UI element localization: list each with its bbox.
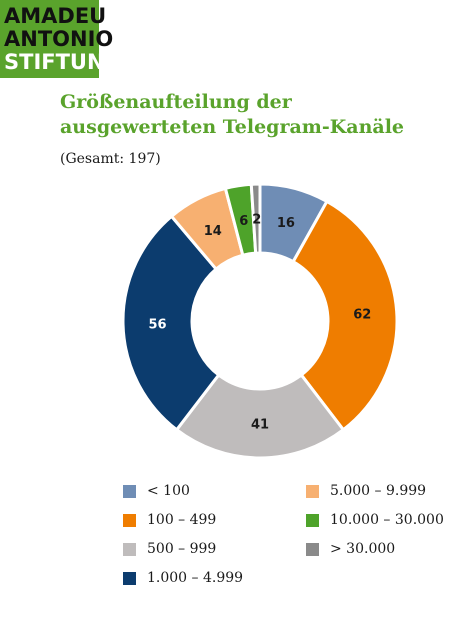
slice-1 — [291, 199, 399, 432]
slice-label-0: 16 — [277, 216, 295, 231]
logo-line-2: ANTONIO — [4, 26, 114, 51]
slice-2 — [174, 372, 346, 460]
amadeu-antonio-logo: AMADEU ANTONIO STIFTUNG — [0, 0, 122, 78]
slice-label-6: 2 — [252, 213, 261, 228]
slice-label-3: 56 — [148, 317, 166, 332]
slice-label-1: 62 — [353, 308, 371, 323]
slice-label-2: 41 — [251, 418, 269, 433]
slice-label-5: 6 — [239, 214, 248, 229]
chart-title: Größenaufteilung der ausgewerteten Teleg… — [60, 91, 405, 138]
logo-line-1: AMADEU — [4, 3, 107, 28]
slice-3 — [121, 214, 221, 432]
logo-line-3: STIFTUNG — [4, 49, 122, 74]
chart-subtitle: (Gesamt: 197) — [60, 151, 161, 167]
slice-label-4: 14 — [204, 224, 222, 239]
slice-6 — [249, 182, 262, 255]
